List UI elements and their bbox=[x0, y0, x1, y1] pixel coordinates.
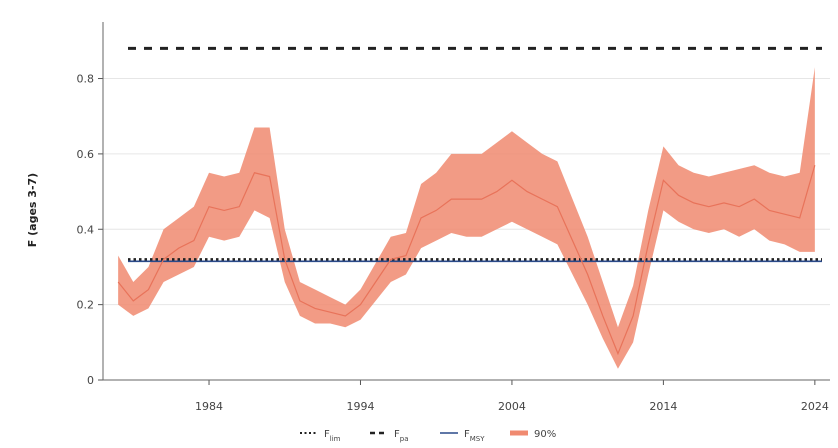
axes: 0 0.2 0.4 0.6 0.8 1984 1994 2004 2014 2024 bbox=[77, 22, 830, 413]
legend-subscript: pa bbox=[400, 435, 409, 443]
legend: Flim Fpa FMSY 90% bbox=[300, 429, 556, 443]
legend-label: Fpa bbox=[394, 429, 409, 443]
y-tick-label: 0 bbox=[87, 374, 94, 387]
x-tick-label: 2014 bbox=[649, 400, 677, 413]
series-lines bbox=[117, 165, 816, 356]
reference-lines bbox=[128, 46, 822, 263]
legend-label: 90% bbox=[534, 429, 556, 440]
y-tick-label: 0.6 bbox=[77, 148, 95, 161]
y-tick-label: 0.8 bbox=[77, 73, 95, 86]
y-axis-label: F (ages 3-7) bbox=[26, 173, 39, 247]
confidence-band bbox=[118, 67, 815, 369]
x-tick-label: 1984 bbox=[195, 400, 223, 413]
median-line bbox=[117, 165, 816, 356]
legend-label: Flim bbox=[324, 429, 341, 443]
y-tick-label: 0.2 bbox=[77, 299, 95, 312]
x-tick-label: 1994 bbox=[346, 400, 374, 413]
x-tick-label: 2024 bbox=[801, 400, 829, 413]
y-tick-label: 0.4 bbox=[77, 223, 95, 236]
confidence-band-area bbox=[118, 67, 815, 369]
x-tick-label: 2004 bbox=[498, 400, 526, 413]
legend-label: FMSY bbox=[464, 429, 485, 443]
legend-subscript: lim bbox=[330, 435, 341, 443]
legend-subscript: MSY bbox=[470, 435, 485, 443]
